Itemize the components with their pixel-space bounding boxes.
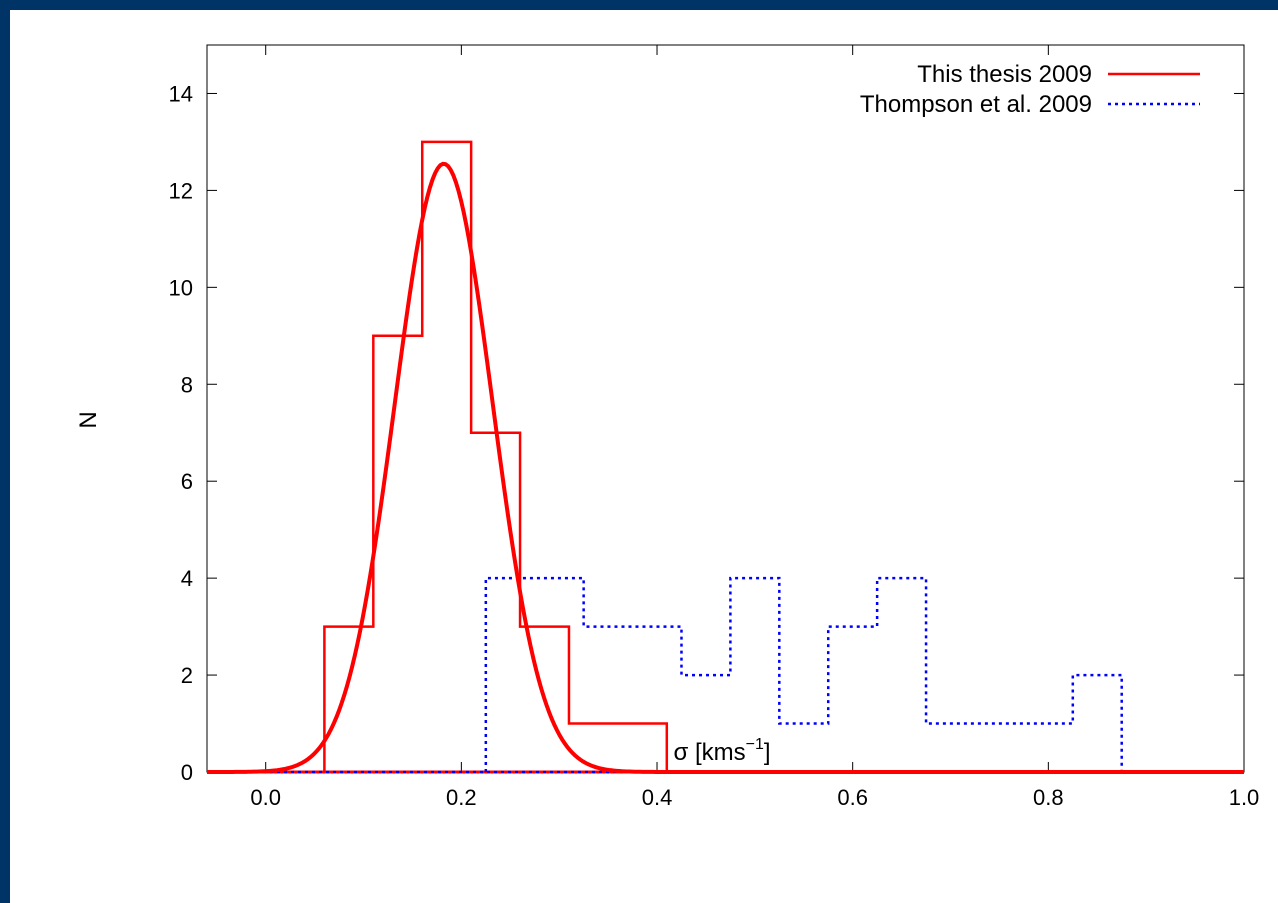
y-axis-label: N: [75, 411, 102, 428]
x-axis-label-main: σ [kms: [673, 739, 745, 766]
y-tick-label: 8: [181, 372, 193, 397]
x-tick-label: 1.0: [1229, 785, 1260, 810]
y-tick-label: 14: [169, 81, 193, 106]
x-tick-label: 0.2: [446, 785, 477, 810]
y-tick-label: 10: [169, 275, 193, 300]
y-tick-label: 2: [181, 663, 193, 688]
histogram-chart: 0.0 0.2 0.4 0.6 0.8 1.0 0 2 4 6 8 10 12 14 N σ [kms−1…: [75, 44, 1260, 810]
x-axis-label: σ [kms−1]: [673, 736, 770, 766]
legend: This thesis 2009 Thompson et al. 2009: [860, 61, 1200, 118]
x-axis-label-superscript: −1: [746, 736, 764, 753]
x-tick-label: 0.0: [250, 785, 281, 810]
x-axis-label-end: ]: [764, 739, 771, 766]
x-tick-label: 0.6: [837, 785, 868, 810]
histogram-thompson: [484, 576, 1123, 772]
x-tick-label: 0.4: [642, 785, 673, 810]
y-tick-label: 0: [181, 760, 193, 785]
chart-panel: 0.0 0.2 0.4 0.6 0.8 1.0 0 2 4 6 8 10 12 14 N σ [kms−1…: [10, 10, 1278, 903]
histogram-this-thesis: [323, 140, 669, 772]
legend-label-thompson: Thompson et al. 2009: [860, 91, 1092, 118]
y-tick-label: 12: [169, 178, 193, 203]
gaussian-fit-curve: [206, 161, 1244, 774]
y-tick-label: 6: [181, 469, 193, 494]
x-tick-label: 0.8: [1033, 785, 1064, 810]
y-tick-label: 4: [181, 566, 193, 591]
legend-label-this-thesis: This thesis 2009: [917, 61, 1092, 88]
plot-frame: [206, 44, 1245, 773]
